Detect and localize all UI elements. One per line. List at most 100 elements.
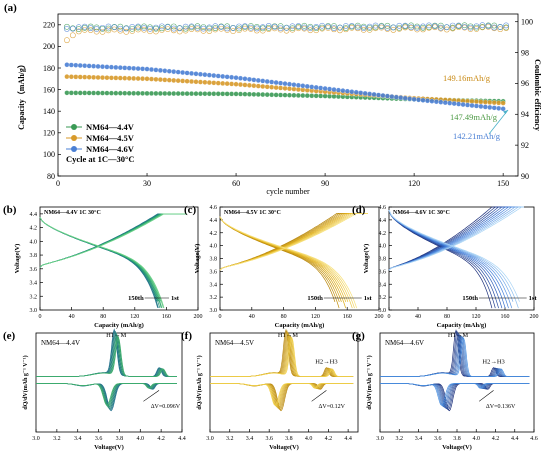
efficiency-point: [230, 25, 236, 31]
efficiency-point: [170, 23, 177, 30]
panel-b-ytick-label: 4.2: [30, 226, 38, 232]
capacity-point: [122, 90, 128, 96]
efficiency-point: [455, 22, 462, 29]
capacity-point: [171, 69, 177, 75]
capacity-point: [460, 101, 466, 108]
capacity-point: [157, 90, 163, 97]
panel-a-ytick-label: 80: [47, 172, 55, 181]
efficiency-point: [64, 25, 70, 32]
legend-marker: [71, 135, 77, 141]
efficiency-point: [212, 26, 219, 33]
annotation-4p5v: 147.49mAh/g: [450, 112, 498, 122]
capacity-point: [367, 91, 373, 97]
efficiency-point: [414, 23, 420, 30]
panel-f-curves: [210, 328, 354, 412]
efficiency-point: [182, 23, 189, 30]
capacity-point: [491, 100, 497, 106]
panel-c-xtick-label: 160: [343, 314, 352, 320]
capacity-point: [496, 100, 502, 106]
capacity-point: [193, 79, 199, 85]
efficiency-point: [188, 26, 195, 32]
panel-g-charge-curve: [380, 337, 530, 377]
efficiency-point: [69, 25, 76, 32]
efficiency-point: [248, 26, 254, 32]
capacity-point: [126, 90, 132, 96]
panel-c-ytick-label: 4.2: [210, 231, 218, 237]
efficiency-point: [331, 26, 337, 33]
panel-c-ytick-label: 4.4: [210, 218, 218, 224]
panel-d-annotation-last: 1st: [529, 295, 538, 302]
legend-marker: [71, 124, 77, 130]
efficiency-point: [218, 23, 225, 30]
annotation-arrowhead: [503, 110, 508, 115]
capacity-point: [77, 62, 83, 69]
panel-b-discharge-curve: [39, 217, 165, 309]
panel-d-xtick-label: 120: [472, 314, 481, 320]
efficiency-point: [158, 27, 165, 33]
capacity-point: [117, 75, 123, 81]
capacity-point: [273, 92, 279, 98]
panel-c-discharge-curve: [219, 216, 349, 303]
capacity-point: [278, 80, 284, 86]
panel-f-annotation-h1m: H1→M: [278, 332, 298, 339]
efficiency-point: [253, 24, 260, 30]
capacity-point: [197, 91, 204, 97]
capacity-point: [184, 78, 190, 84]
panel-b-xtick-label: 200: [194, 314, 203, 320]
capacity-point: [282, 85, 288, 91]
panel-e-annotation-h1m: H1→M: [106, 332, 126, 339]
efficiency-point: [390, 27, 397, 33]
capacity-point: [220, 91, 226, 97]
efficiency-point: [331, 25, 337, 31]
panel-g-xtick-label: 4.0: [473, 436, 481, 442]
capacity-point: [91, 74, 97, 80]
efficiency-point: [360, 25, 367, 31]
capacity-point: [131, 65, 137, 71]
capacity-point: [331, 87, 337, 93]
efficiency-point: [93, 28, 100, 35]
capacity-point: [473, 103, 480, 109]
panel-g-discharge-curve: [380, 383, 530, 406]
panel-e-title: NM64—4.4V: [41, 339, 80, 347]
capacity-point: [264, 84, 270, 90]
efficiency-point: [75, 26, 82, 32]
panel-b-discharge-curve: [39, 217, 158, 302]
efficiency-point: [295, 25, 302, 32]
efficiency-point: [479, 24, 486, 31]
panel-g-ylabel: dQ/dV(mAh g⁻¹ V⁻¹): [366, 355, 373, 409]
panel-g-xtick-label: 3.2: [396, 436, 404, 442]
panel-f-xtick-label: 4.2: [325, 436, 333, 442]
efficiency-point: [277, 26, 284, 33]
capacity-point: [500, 106, 506, 112]
efficiency-point: [455, 24, 462, 30]
panel-e-xtick-label: 4.0: [137, 436, 145, 442]
capacity-point: [456, 101, 462, 107]
panel-d-discharge-curve: [388, 210, 520, 302]
efficiency-point: [123, 28, 130, 35]
panel-c-label: (c): [184, 204, 197, 216]
capacity-point: [135, 76, 141, 82]
panel-b-xtick-label: 160: [162, 314, 171, 320]
capacity-point: [295, 92, 301, 98]
panel-a-right-ytick-label: 90: [521, 172, 529, 181]
efficiency-point: [497, 24, 504, 30]
capacity-point: [148, 90, 155, 96]
efficiency-point: [265, 23, 272, 29]
capacity-point: [224, 74, 230, 80]
efficiency-point: [503, 22, 510, 29]
panel-f-annotation-line: [311, 390, 327, 402]
efficiency-point: [408, 22, 415, 29]
efficiency-point: [218, 24, 225, 30]
capacity-point: [282, 92, 288, 98]
capacity-point: [473, 99, 480, 105]
efficiency-point: [372, 22, 379, 29]
capacity-point: [491, 105, 497, 111]
efficiency-point: [224, 25, 231, 32]
efficiency-point: [236, 25, 242, 32]
efficiency-point: [461, 22, 468, 29]
panel-e-xtick-label: 3.4: [74, 436, 82, 442]
capacity-point: [313, 84, 319, 90]
panel-f-ylabel: dQ/dV(mAh g⁻¹ V⁻¹): [196, 355, 203, 409]
efficiency-point: [325, 25, 331, 31]
efficiency-point: [87, 25, 94, 32]
